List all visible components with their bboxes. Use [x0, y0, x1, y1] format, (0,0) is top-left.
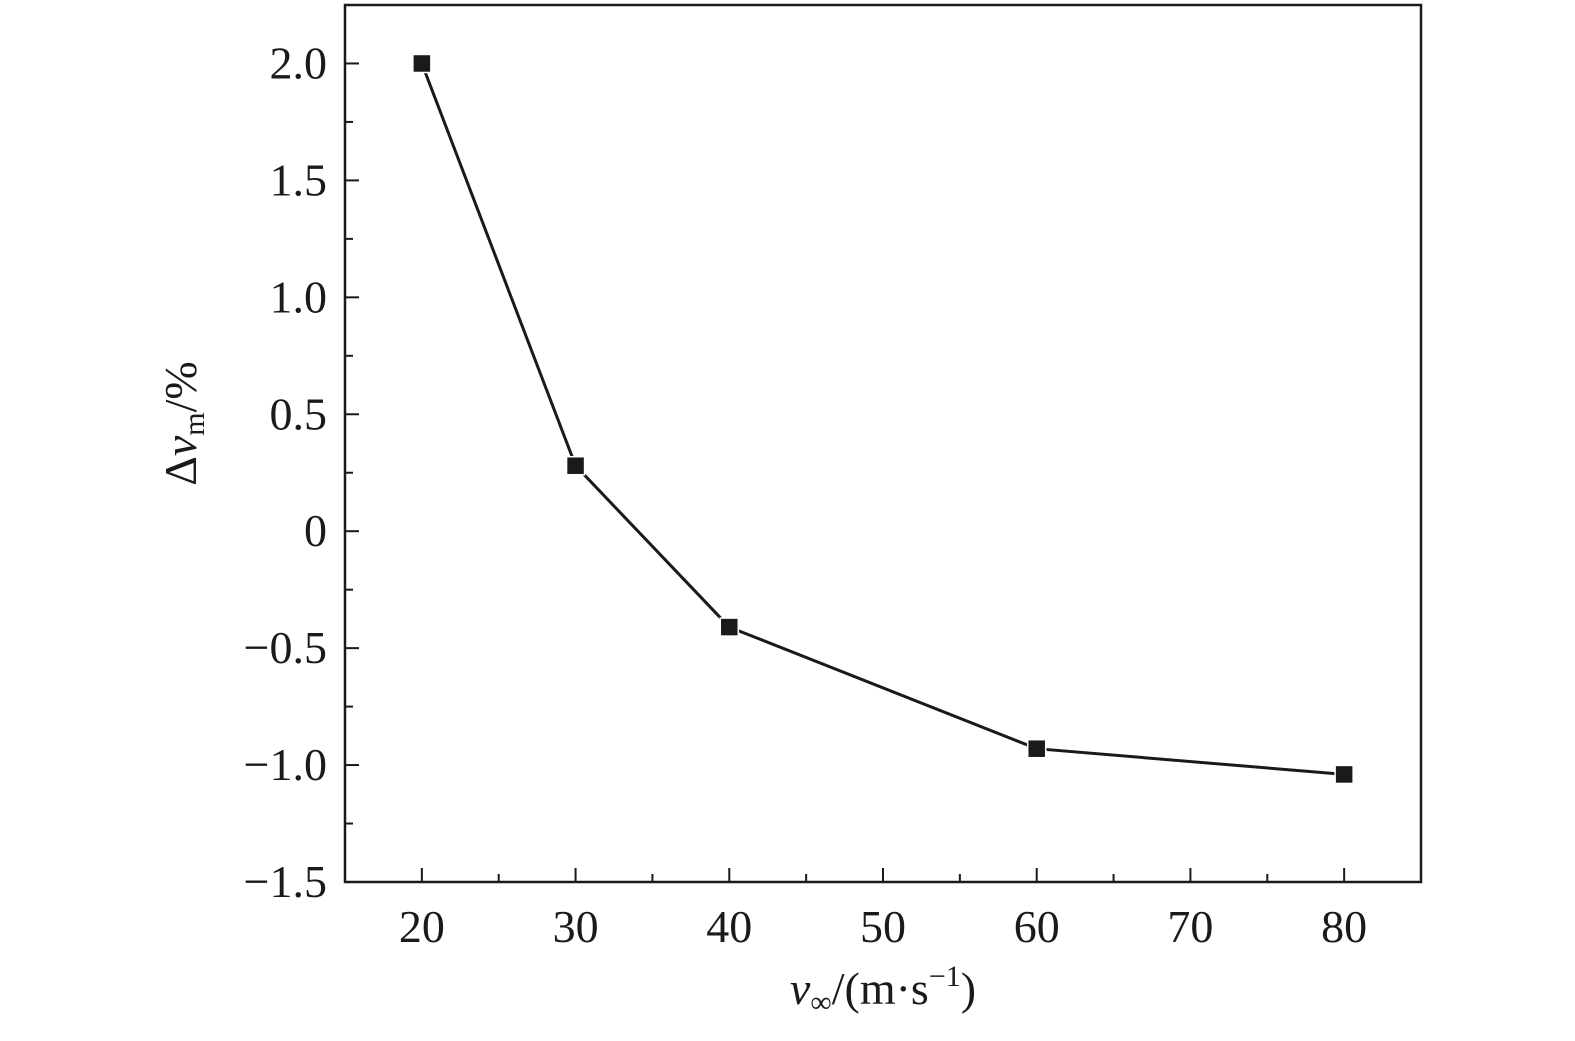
marker-layer: [412, 53, 1354, 785]
x-tick-label: 40: [706, 901, 752, 952]
y-tick-label: 1.0: [270, 271, 328, 322]
x-axis-title-sup: −1: [929, 960, 961, 993]
series-line: [420, 62, 1345, 776]
y-tick-label: 1.5: [270, 154, 328, 205]
x-tick-label: 80: [1321, 901, 1367, 952]
x-tick-label: 30: [553, 901, 599, 952]
y-axis-title-sub: m: [178, 412, 211, 435]
x-axis-title-var: v: [790, 963, 811, 1014]
x-tick-label: 70: [1167, 901, 1213, 952]
series-line-layer: [420, 62, 1345, 776]
ticks-layer: 20 30 40 50 60 70 80 2.0 1.5 1.0 0.5 0 −0.5 −1.0 −1.5: [244, 37, 1368, 952]
data-point-marker: [1026, 738, 1047, 759]
data-point-marker: [565, 455, 586, 476]
x-axis-title: v∞/(m·s−1): [790, 960, 976, 1019]
x-axis-title-close: ): [961, 963, 976, 1014]
y-tick-label: −0.5: [244, 622, 327, 673]
y-tick-label: 0.5: [270, 388, 328, 439]
x-axis-title-sub: ∞: [810, 986, 831, 1019]
y-tick-label: 0: [304, 505, 327, 556]
data-point-marker: [1334, 764, 1354, 785]
data-point-marker: [412, 53, 432, 74]
plot-frame: [343, 3, 1423, 884]
x-tick-label: 60: [1014, 901, 1060, 952]
y-axis-title: Δvm/%: [155, 361, 211, 485]
x-tick-label: 50: [860, 901, 906, 952]
x-tick-label: 20: [399, 901, 445, 952]
y-tick-label: −1.0: [244, 739, 327, 790]
y-tick-label: −1.5: [244, 856, 327, 907]
y-axis-title-var: v: [155, 435, 206, 456]
y-tick-label: 2.0: [270, 37, 328, 88]
x-axis-title-unit: /(m·s: [832, 963, 929, 1014]
y-axis-title-prefix: Δ: [155, 456, 206, 486]
y-axis-title-unit: /%: [155, 361, 206, 412]
data-point-marker: [719, 617, 740, 637]
